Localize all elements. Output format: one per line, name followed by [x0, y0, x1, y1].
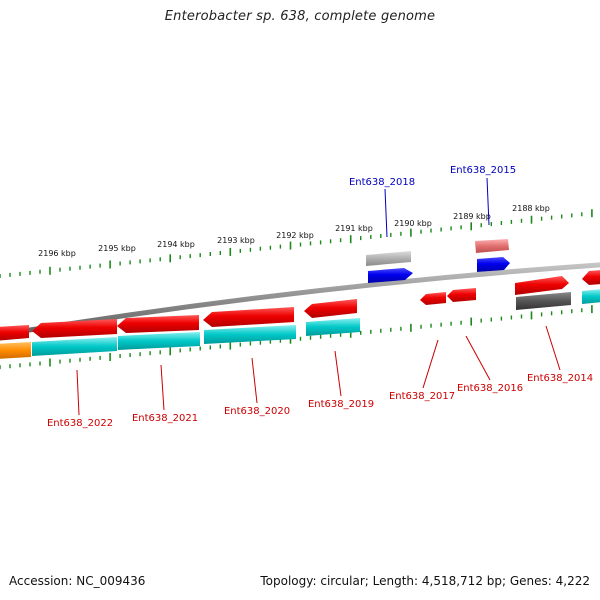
scale-ticks-lower [0, 305, 593, 370]
feature-2015-blue[interactable] [477, 257, 510, 272]
gene-label-2017[interactable]: Ent638_2017 [389, 391, 455, 402]
scale-label-2189: 2189 kbp [453, 212, 491, 221]
feature-2017-red[interactable] [420, 292, 446, 305]
leader-2022 [76, 369, 80, 416]
scale-label-2194: 2194 kbp [157, 240, 195, 249]
gene-label-2022[interactable]: Ent638_2022 [47, 418, 113, 429]
gene-label-2016[interactable]: Ent638_2016 [457, 383, 523, 394]
scale-label-2190: 2190 kbp [394, 219, 432, 228]
genome-backbone [0, 262, 600, 338]
feature-2020-cyan[interactable] [204, 325, 296, 344]
leader-2015 [486, 177, 490, 226]
leader-2014 [545, 325, 561, 371]
feature-2018-blue[interactable] [368, 268, 413, 283]
feature-2014-red[interactable] [515, 276, 569, 295]
leader-2019 [334, 350, 342, 397]
gene-label-2018[interactable]: Ent638_2018 [349, 177, 415, 188]
map-title: Enterobacter sp. 638, complete genome [164, 9, 436, 24]
feature-2019-red[interactable] [304, 299, 357, 318]
scale-label-2195: 2195 kbp [98, 244, 136, 253]
scale-label-2188: 2188 kbp [512, 204, 550, 213]
accession-text: Accession: NC_009436 [9, 574, 146, 588]
feature-2015-pink[interactable] [475, 239, 509, 253]
feature-left-orange[interactable] [0, 342, 31, 359]
feature-right-red[interactable] [582, 270, 600, 285]
feature-2019-cyan[interactable] [306, 318, 360, 336]
gene-label-2019[interactable]: Ent638_2019 [308, 399, 374, 410]
feature-2022-cyan[interactable] [32, 337, 117, 356]
gene-label-2021[interactable]: Ent638_2021 [132, 413, 198, 424]
feature-2018-grey[interactable] [366, 251, 411, 266]
scale-ticks-upper [0, 209, 593, 278]
feature-2014-dark[interactable] [516, 292, 571, 310]
leader-2020 [251, 357, 258, 404]
leader-2021 [160, 364, 165, 411]
feature-2020-red[interactable] [203, 307, 294, 327]
scale-label-2196: 2196 kbp [38, 249, 76, 258]
scale-label-2191: 2191 kbp [335, 224, 373, 233]
leader-2018 [384, 188, 388, 238]
leader-2017 [422, 339, 439, 389]
gene-label-2015[interactable]: Ent638_2015 [450, 165, 516, 176]
feature-2021-red[interactable] [117, 315, 199, 333]
scale-label-2193: 2193 kbp [217, 236, 255, 245]
feature-2022-red[interactable] [32, 319, 117, 338]
gene-label-2014[interactable]: Ent638_2014 [527, 373, 593, 384]
feature-left-red[interactable] [0, 325, 29, 341]
genome-summary-text: Topology: circular; Length: 4,518,712 bp… [260, 574, 590, 588]
leader-2016 [465, 335, 491, 381]
gene-label-2020[interactable]: Ent638_2020 [224, 406, 290, 417]
feature-2016-red[interactable] [447, 288, 476, 302]
feature-right-cyan[interactable] [582, 289, 600, 304]
scale-label-2192: 2192 kbp [276, 231, 314, 240]
feature-2021-cyan[interactable] [118, 332, 200, 350]
